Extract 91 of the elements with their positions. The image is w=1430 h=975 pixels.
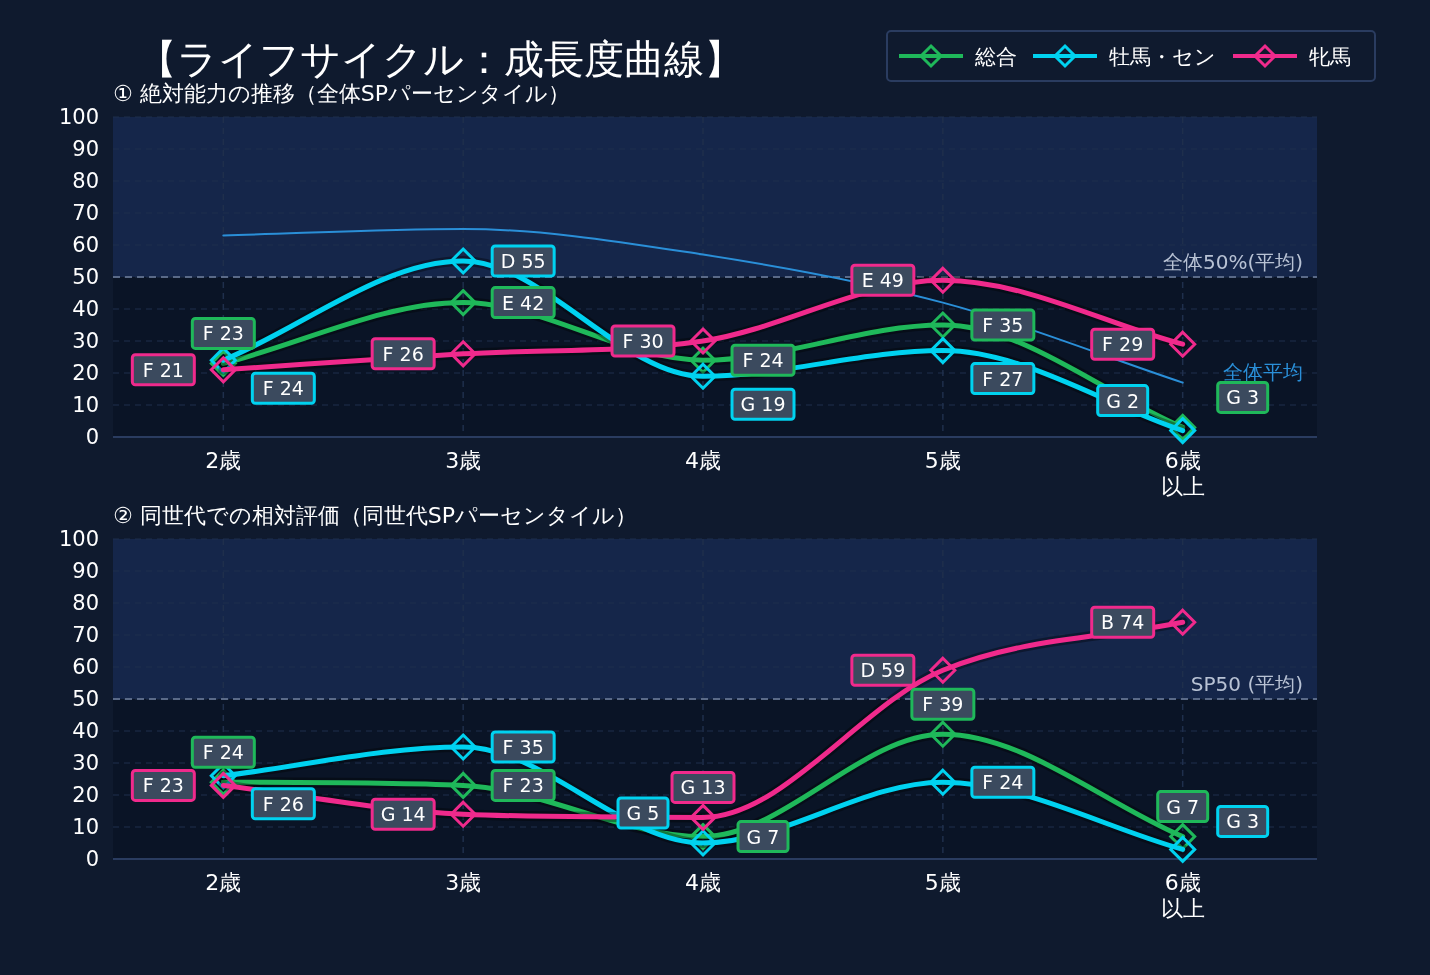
y-tick-label: 30 bbox=[72, 751, 99, 775]
x-tick-label: 5歳 bbox=[924, 448, 961, 473]
data-label: F 30 bbox=[622, 330, 664, 352]
point bbox=[689, 362, 717, 390]
y-tick-label: 70 bbox=[72, 201, 99, 225]
data-label: G 19 bbox=[740, 393, 786, 416]
x-tick-label: 5歳 bbox=[924, 870, 961, 895]
legend-label: 牝馬 bbox=[1309, 45, 1351, 69]
point bbox=[689, 829, 717, 857]
data-label: F 24 bbox=[262, 377, 304, 400]
x-tick-label: 2歳 bbox=[205, 870, 242, 895]
point bbox=[1169, 608, 1197, 636]
y-tick-label: 90 bbox=[72, 137, 99, 161]
legend-label: 牡馬・セン bbox=[1109, 45, 1216, 69]
data-label: E 49 bbox=[861, 269, 904, 292]
data-label: G 7 bbox=[1166, 795, 1200, 818]
text: 全体平均 bbox=[1223, 359, 1303, 384]
chart-title: 【ライフサイクル：成長度曲線】 bbox=[136, 36, 744, 82]
y-tick-label: 50 bbox=[72, 265, 99, 289]
data-label: F 24 bbox=[982, 771, 1024, 794]
data-label: B 74 bbox=[1101, 611, 1145, 634]
data-label: G 2 bbox=[1106, 389, 1140, 412]
x-tick-label: 6歳以上 bbox=[1160, 448, 1205, 499]
x-tick-label: 4歳 bbox=[685, 448, 722, 473]
data-label: F 21 bbox=[142, 358, 184, 381]
data-label: G 7 bbox=[746, 825, 780, 848]
data-label: F 23 bbox=[202, 322, 244, 345]
y-tick-label: 80 bbox=[72, 591, 99, 615]
data-label: F 26 bbox=[382, 342, 424, 365]
y-tick-label: 0 bbox=[85, 847, 99, 871]
data-label: F 24 bbox=[742, 349, 784, 372]
point bbox=[929, 768, 957, 796]
chart-title: ② 同世代での相対評価（同世代SPパーセンタイル） bbox=[113, 503, 637, 528]
x-tick-label: 4歳 bbox=[685, 870, 722, 895]
data-label: F 29 bbox=[1102, 333, 1144, 356]
y-tick-label: 100 bbox=[58, 527, 99, 551]
legend-label: 総合 bbox=[974, 45, 1017, 69]
x-tick-label: 2歳 bbox=[205, 448, 242, 473]
point bbox=[929, 311, 957, 339]
data-label: G 5 bbox=[626, 802, 660, 824]
point bbox=[449, 771, 477, 799]
data-label: D 55 bbox=[500, 250, 546, 272]
y-tick-label: 60 bbox=[72, 655, 99, 679]
y-tick-label: 40 bbox=[72, 297, 99, 321]
point bbox=[209, 356, 237, 384]
ref-line-label: 全体50%(平均) bbox=[1162, 250, 1303, 274]
point bbox=[929, 656, 957, 684]
point bbox=[449, 340, 477, 368]
chart-subtitle: ① 絶対能力の推移（全体SPパーセンタイル） bbox=[113, 81, 570, 106]
point bbox=[449, 733, 477, 761]
y-tick-label: 10 bbox=[72, 815, 99, 839]
x-tick-label: 3歳 bbox=[445, 448, 482, 473]
point bbox=[689, 803, 717, 831]
data-label: F 26 bbox=[262, 792, 304, 815]
point bbox=[449, 289, 477, 317]
y-tick-label: 60 bbox=[72, 233, 99, 257]
data-label: F 27 bbox=[982, 367, 1024, 390]
y-tick-label: 20 bbox=[72, 783, 99, 807]
data-label: G 3 bbox=[1226, 386, 1260, 409]
point bbox=[929, 720, 957, 748]
point bbox=[1169, 330, 1197, 358]
y-tick-label: 40 bbox=[72, 719, 99, 743]
data-label: F 35 bbox=[502, 736, 544, 758]
y-tick-label: 0 bbox=[85, 425, 99, 449]
data-label: G 13 bbox=[680, 776, 726, 799]
data-label: G 14 bbox=[380, 803, 426, 826]
y-tick-label: 90 bbox=[72, 559, 99, 583]
data-label: G 3 bbox=[1226, 810, 1260, 833]
y-tick-label: 100 bbox=[58, 105, 99, 129]
data-label: F 23 bbox=[502, 774, 544, 797]
x-tick-label: 3歳 bbox=[445, 870, 482, 895]
data-label: F 35 bbox=[982, 314, 1024, 336]
data-label: F 39 bbox=[922, 693, 964, 716]
data-label: F 24 bbox=[202, 741, 244, 764]
y-tick-label: 30 bbox=[72, 329, 99, 353]
y-tick-label: 50 bbox=[72, 687, 99, 711]
point bbox=[929, 266, 957, 294]
y-tick-label: 10 bbox=[72, 393, 99, 417]
point bbox=[449, 800, 477, 828]
data-label: D 59 bbox=[860, 659, 906, 682]
ref-line-label: SP50 (平均) bbox=[1190, 672, 1303, 696]
y-tick-label: 80 bbox=[72, 169, 99, 193]
y-tick-label: 70 bbox=[72, 623, 99, 647]
x-tick-label: 6歳以上 bbox=[1160, 870, 1205, 921]
point bbox=[929, 337, 957, 365]
data-label: F 23 bbox=[142, 774, 184, 797]
point bbox=[1169, 835, 1197, 863]
point bbox=[449, 247, 477, 275]
y-tick-label: 20 bbox=[72, 361, 99, 385]
data-label: E 42 bbox=[502, 291, 545, 314]
point bbox=[689, 327, 717, 355]
